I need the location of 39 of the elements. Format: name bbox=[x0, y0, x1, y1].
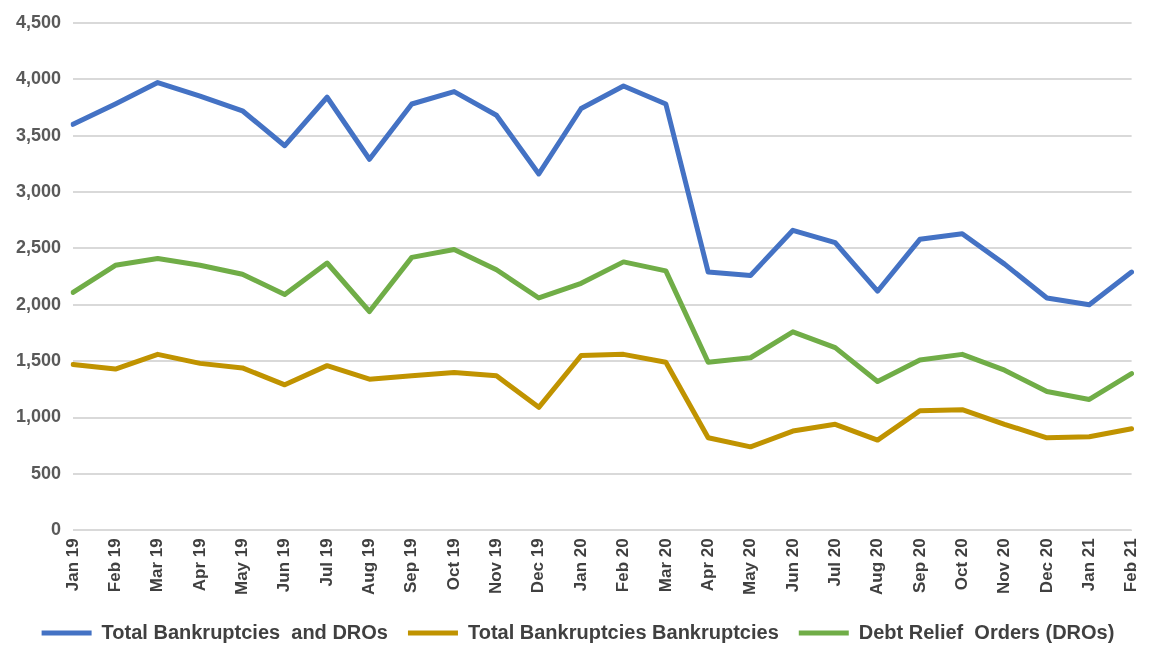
x-tick-label: Apr 19 bbox=[189, 538, 209, 592]
x-tick-label: Nov 19 bbox=[486, 538, 506, 595]
legend-label: Total Bankruptcies Bankruptcies bbox=[467, 620, 779, 643]
x-tick-label: Aug 20 bbox=[867, 538, 887, 595]
x-tick-label: Sep 20 bbox=[909, 538, 929, 594]
y-tick-label: 3,000 bbox=[16, 180, 62, 201]
x-tick-label: Sep 19 bbox=[401, 538, 421, 594]
y-tick-label: 500 bbox=[31, 462, 62, 483]
y-tick-label: 2,000 bbox=[16, 293, 62, 314]
y-tick-label: 4,000 bbox=[16, 68, 62, 89]
x-tick-label: Apr 20 bbox=[697, 538, 717, 592]
x-tick-label: Jul 19 bbox=[316, 538, 336, 587]
x-tick-label: Oct 19 bbox=[443, 538, 463, 591]
y-tick-label: 3,500 bbox=[16, 124, 62, 145]
y-tick-label: 0 bbox=[51, 519, 62, 540]
x-tick-label: Dec 19 bbox=[528, 538, 548, 594]
x-tick-label: Jan 19 bbox=[62, 538, 82, 592]
legend-label: Total Bankruptcies and DROs bbox=[101, 620, 388, 643]
x-tick-label: Dec 20 bbox=[1036, 538, 1056, 594]
legend-label: Debt Relief Orders (DROs) bbox=[858, 620, 1115, 643]
x-tick-label: Aug 19 bbox=[359, 538, 379, 595]
x-tick-label: Jan 21 bbox=[1078, 538, 1098, 592]
x-tick-label: May 19 bbox=[232, 538, 252, 595]
x-tick-label: Jul 20 bbox=[824, 538, 844, 587]
y-tick-label: 4,500 bbox=[16, 11, 62, 32]
x-tick-label: Jun 20 bbox=[782, 538, 802, 593]
x-tick-label: Jan 20 bbox=[570, 538, 590, 592]
x-tick-label: Feb 20 bbox=[613, 538, 633, 593]
x-tick-label: Mar 19 bbox=[147, 538, 167, 593]
x-tick-label: Feb 19 bbox=[105, 538, 125, 593]
x-tick-label: May 20 bbox=[740, 538, 760, 595]
x-tick-label: Oct 20 bbox=[951, 538, 971, 591]
x-tick-label: Mar 20 bbox=[655, 538, 675, 593]
x-tick-label: Feb 21 bbox=[1121, 538, 1141, 593]
y-tick-label: 2,500 bbox=[16, 237, 62, 258]
y-tick-label: 1,000 bbox=[16, 406, 62, 427]
y-tick-label: 1,500 bbox=[16, 350, 62, 371]
x-tick-label: Jun 19 bbox=[274, 538, 294, 593]
x-tick-label: Nov 20 bbox=[994, 538, 1014, 595]
